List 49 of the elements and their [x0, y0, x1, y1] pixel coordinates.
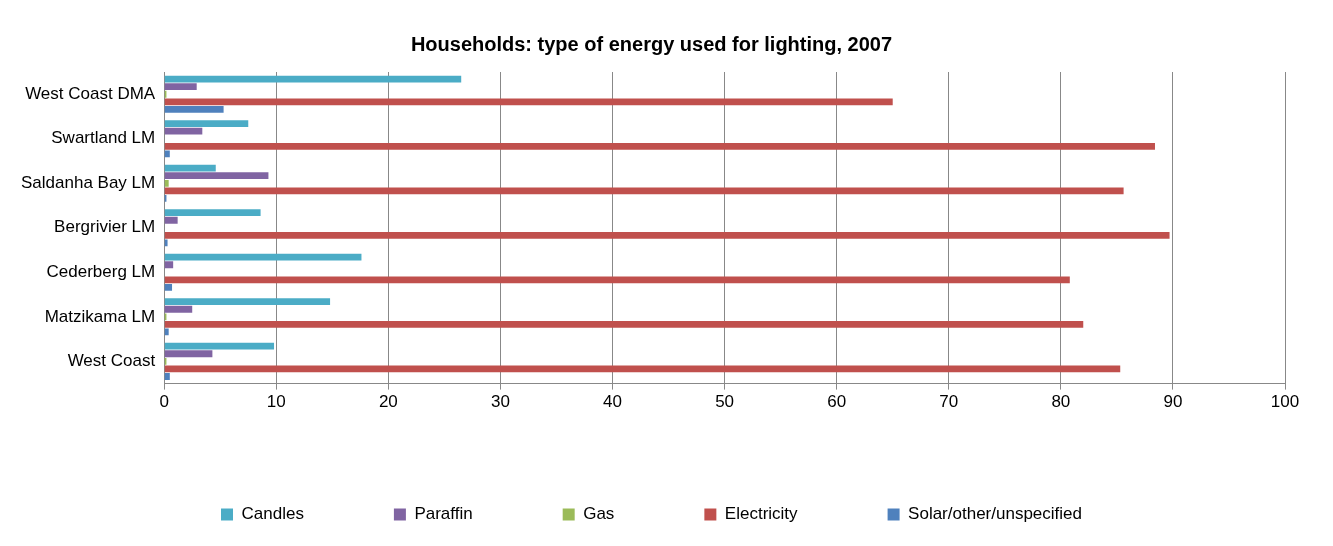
- bar: [164, 105, 224, 113]
- y-tick-label: Swartland LM: [51, 128, 156, 148]
- legend-label: Gas: [583, 504, 615, 524]
- x-tick-label: 10: [266, 392, 286, 412]
- y-tick-label: Bergrivier LM: [54, 217, 156, 237]
- x-tick-label: 50: [715, 392, 735, 412]
- y-tick-label: Saldanha Bay LM: [21, 172, 156, 192]
- chart-title: Households: type of energy used for lighting, 2007: [410, 32, 893, 55]
- x-tick-label: 100: [1270, 392, 1300, 412]
- y-tick-label: Cederberg LM: [46, 262, 156, 281]
- x-tick-label: 60: [827, 392, 847, 412]
- x-tick-label: 30: [490, 392, 510, 412]
- bar: [164, 373, 170, 380]
- y-tick-label: West Coast: [67, 351, 156, 371]
- bar: [164, 342, 275, 350]
- y-tick-label: Matzikama LM: [44, 306, 156, 326]
- legend-label: Paraffin: [414, 504, 473, 524]
- bar: [164, 179, 169, 187]
- bar: [164, 298, 331, 306]
- bar: [164, 172, 269, 180]
- bar: [164, 120, 249, 128]
- bar: [164, 231, 1170, 239]
- legend-label: Electricity: [724, 504, 799, 524]
- bar: [164, 253, 362, 261]
- bar: [164, 284, 173, 291]
- bar: [164, 164, 216, 172]
- legend-label: Solar/other/unspecified: [908, 504, 1082, 524]
- bar: [164, 320, 1084, 328]
- bar: [164, 239, 168, 247]
- bar: [164, 216, 178, 224]
- bar: [164, 209, 261, 217]
- legend-label: Candles: [241, 504, 304, 524]
- bar: [164, 83, 197, 91]
- bar: [164, 305, 193, 313]
- bar: [164, 187, 1124, 195]
- x-tick-label: 90: [1163, 392, 1183, 412]
- x-tick-label: 70: [939, 392, 959, 412]
- bar: [164, 261, 174, 269]
- x-tick-label: 40: [603, 392, 622, 412]
- bar: [164, 127, 203, 135]
- bar: [164, 142, 1155, 150]
- x-tick-label: 0: [159, 392, 169, 412]
- bar: [164, 75, 462, 83]
- bar: [164, 350, 213, 358]
- y-tick-label: West Coast DMA: [25, 83, 156, 103]
- bar: [164, 98, 893, 106]
- x-tick-label: 20: [378, 392, 398, 412]
- x-tick-label: 80: [1051, 392, 1071, 412]
- bar: [164, 276, 1070, 284]
